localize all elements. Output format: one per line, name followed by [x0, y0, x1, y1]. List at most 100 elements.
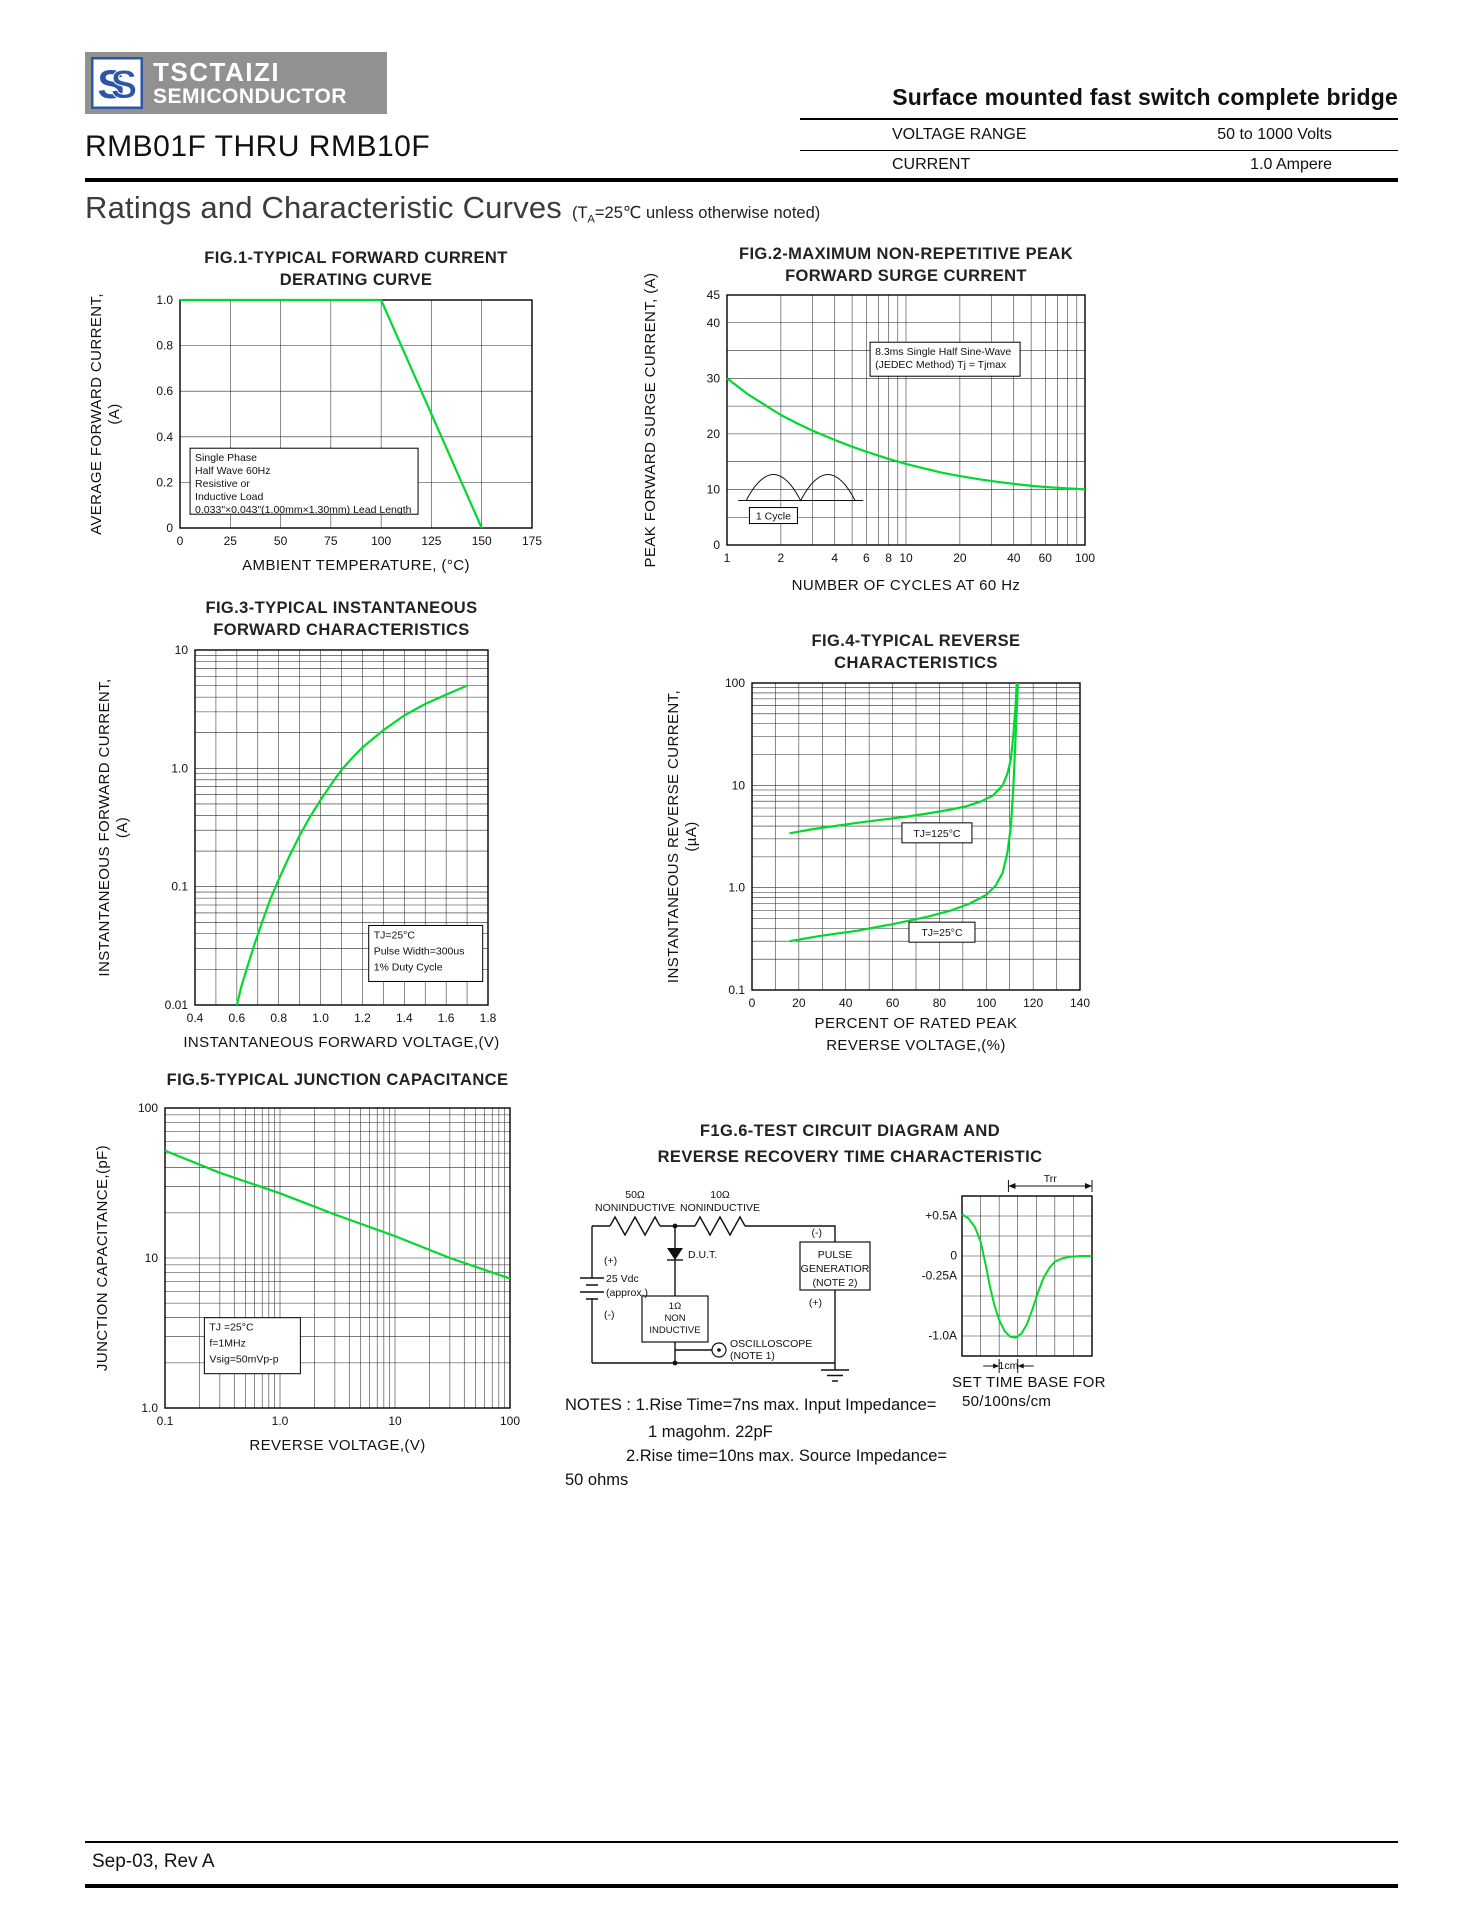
svg-text:0.1: 0.1 [171, 880, 188, 894]
svg-text:6: 6 [863, 551, 870, 565]
svg-text:0: 0 [713, 538, 720, 552]
svg-text:TJ=25°C: TJ=25°C [921, 927, 963, 939]
svg-text:f=1MHz: f=1MHz [209, 1338, 245, 1350]
svg-text:(µA): (µA) [683, 821, 700, 851]
svg-text:AMBIENT TEMPERATURE, (°C): AMBIENT TEMPERATURE, (°C) [242, 557, 470, 574]
company-logo: S S TSCTAIZI SEMICONDUCTOR [85, 52, 387, 114]
notes-line1: NOTES : 1.Rise Time=7ns max. Input Imped… [565, 1396, 937, 1414]
svg-text:100: 100 [1075, 551, 1095, 565]
svg-text:REVERSE VOLTAGE,(V): REVERSE VOLTAGE,(V) [249, 1437, 425, 1454]
fig1-forward-current-derating [180, 298, 483, 529]
svg-text:60: 60 [1039, 551, 1053, 565]
battery-voltage-label: 25 Vdc [606, 1273, 639, 1285]
svg-text:CHARACTERISTICS: CHARACTERISTICS [834, 654, 998, 672]
svg-text:1.0: 1.0 [156, 293, 173, 307]
svg-text:8: 8 [885, 551, 892, 565]
svg-text:FORWARD CHARACTERISTICS: FORWARD CHARACTERISTICS [213, 621, 469, 639]
svg-text:1.0: 1.0 [312, 1011, 329, 1025]
svg-text:0.6: 0.6 [229, 1011, 246, 1025]
section-subtitle: (TA=25℃ unless otherwise noted) [571, 204, 821, 226]
fig1-forward-current-derating-chart: 0 25 50 75 100 125 150 175 0 0.2 0.4 0.6 0.8 1.0 FIG.1… [88, 249, 542, 574]
svg-text:75: 75 [324, 534, 338, 548]
part-number-title: RMB01F THRU RMB10F [85, 130, 431, 163]
pg-plus-label: (+) [809, 1297, 822, 1309]
dut-label: D.U.T. [688, 1249, 717, 1261]
svg-text:NUMBER OF CYCLES AT 60 Hz: NUMBER OF CYCLES AT 60 Hz [792, 577, 1021, 594]
svg-text:INSTANTANEOUS FORWARD VOLTAGE,: INSTANTANEOUS FORWARD VOLTAGE,(V) [183, 1034, 499, 1051]
svg-text:80: 80 [933, 996, 947, 1010]
svg-text:FIG.4-TYPICAL REVERSE: FIG.4-TYPICAL REVERSE [812, 632, 1021, 650]
notes-line3: 2.Rise time=10ns max. Source Impedance= [626, 1447, 948, 1465]
header-rule-full [85, 178, 1398, 182]
svg-text:1.2: 1.2 [354, 1011, 371, 1025]
svg-text:8.3ms Single Half Sine-Wave: 8.3ms Single Half Sine-Wave [875, 346, 1011, 358]
svg-text:Inductive Load: Inductive Load [195, 491, 263, 503]
svg-text:10: 10 [145, 1251, 159, 1265]
svg-text:NONINDUCTIVE: NONINDUCTIVE [680, 1202, 760, 1214]
svg-text:FIG.3-TYPICAL INSTANTANEOUS: FIG.3-TYPICAL INSTANTANEOUS [205, 599, 477, 617]
svg-text:PERCENT OF RATED PEAK: PERCENT OF RATED PEAK [815, 1015, 1018, 1032]
svg-text:30: 30 [707, 371, 721, 385]
svg-text:GENERATIOR: GENERATIOR [801, 1263, 870, 1275]
svg-text:1cm: 1cm [999, 1360, 1019, 1372]
current-label: CURRENT [892, 156, 971, 173]
svg-text:Single Phase: Single Phase [195, 452, 257, 464]
logo-line2: SEMICONDUCTOR [153, 84, 347, 108]
svg-text:0.6: 0.6 [156, 384, 173, 398]
fig3-forward-characteristics-chart: 0.4 0.6 0.8 1.0 1.2 1.4 1.6 1.8 10 1.0 0.1 0.01 FIG.… [96, 599, 499, 1051]
svg-text:0.1: 0.1 [728, 983, 745, 997]
svg-text:2: 2 [778, 551, 785, 565]
svg-text:1.6: 1.6 [438, 1011, 455, 1025]
svg-text:1.0: 1.0 [728, 881, 745, 895]
svg-text:-1.0A: -1.0A [928, 1329, 957, 1343]
fig2-peak-surge-current [726, 377, 1086, 491]
section-heading: Ratings and Characteristic Curves (TA=25℃… [85, 190, 820, 226]
svg-text:0: 0 [749, 996, 756, 1010]
battery-icon [580, 1277, 604, 1300]
time-base-caption-line1: SET TIME BASE FOR [952, 1374, 1106, 1391]
svg-text:40: 40 [1007, 551, 1021, 565]
svg-text:Pulse Width=300us: Pulse Width=300us [374, 945, 465, 957]
svg-text:(NOTE 1): (NOTE 1) [730, 1350, 775, 1362]
time-base-caption-line2: 50/100ns/cm [962, 1393, 1052, 1410]
svg-text:0.8: 0.8 [156, 339, 173, 353]
fig4-reverse-characteristics-chart: 0 20 40 60 80 100 120 140 100 10 1.0 0.1 FIG.4-TYPIC… [665, 632, 1090, 1054]
svg-text:PEAK FORWARD SURGE CURRENT, (A: PEAK FORWARD SURGE CURRENT, (A) [642, 273, 659, 568]
fig3-forward-characteristic [235, 684, 468, 1006]
svg-text:REVERSE VOLTAGE,(%): REVERSE VOLTAGE,(%) [826, 1037, 1006, 1054]
svg-text:50: 50 [274, 534, 288, 548]
svg-text:(A): (A) [114, 817, 131, 838]
svg-text:0.4: 0.4 [156, 430, 173, 444]
svg-text:100: 100 [500, 1414, 520, 1428]
fig6-block: F1G.6-TEST CIRCUIT DIAGRAM AND REVERSE R… [560, 1120, 1140, 1500]
svg-text:0.01: 0.01 [165, 998, 189, 1012]
svg-text:40: 40 [839, 996, 853, 1010]
svg-text:100: 100 [371, 534, 391, 548]
svg-text:150: 150 [472, 534, 492, 548]
svg-text:10: 10 [388, 1414, 402, 1428]
fig6-title-line1: F1G.6-TEST CIRCUIT DIAGRAM AND [699, 1122, 1001, 1140]
logo-mark-icon: S S [91, 57, 143, 109]
svg-text:1.4: 1.4 [396, 1011, 413, 1025]
fig2-peak-surge-current-chart: 1 2 4 6 8 10 20 40 60 100 0 10 20 30 40 45 FIG.2-MAXIMUM… [642, 245, 1095, 594]
svg-text:125: 125 [421, 534, 441, 548]
svg-text:AVERAGE FORWARD CURRENT,: AVERAGE FORWARD CURRENT, [88, 293, 105, 535]
svg-text:0.8: 0.8 [270, 1011, 287, 1025]
svg-text:120: 120 [1023, 996, 1043, 1010]
fig4-reverse-current-25C [789, 682, 1019, 943]
svg-text:+0.5A: +0.5A [925, 1209, 957, 1223]
voltage-range-label: VOLTAGE RANGE [892, 126, 1027, 143]
oscilloscope-label: OSCILLOSCOPE [730, 1338, 812, 1350]
svg-text:FIG.2-MAXIMUM NON-REPETITIVE P: FIG.2-MAXIMUM NON-REPETITIVE PEAK [739, 245, 1073, 263]
svg-text:0.4: 0.4 [187, 1011, 204, 1025]
svg-text:1.0: 1.0 [141, 1401, 158, 1415]
svg-text:NON: NON [664, 1313, 685, 1324]
fig5-junction-capacitance [164, 1149, 511, 1280]
resistor-50ohm-icon [609, 1215, 661, 1237]
svg-text:0.2: 0.2 [156, 475, 173, 489]
svg-text:10: 10 [175, 643, 189, 657]
svg-text:1: 1 [724, 551, 731, 565]
svg-text:45: 45 [707, 288, 721, 302]
